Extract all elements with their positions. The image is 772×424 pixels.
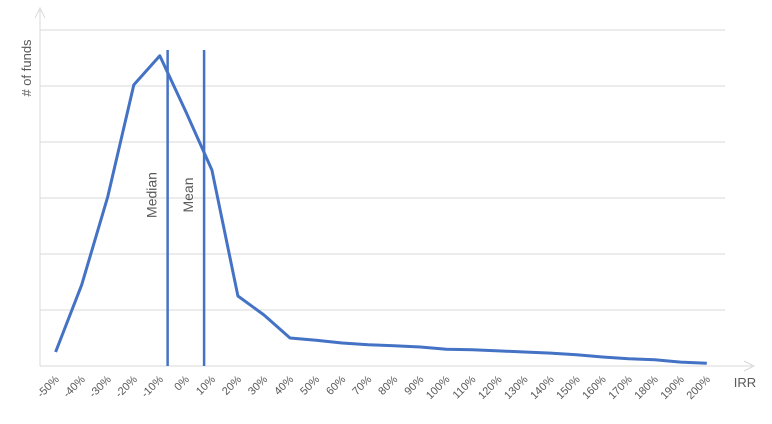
x-tick-label: 120% bbox=[476, 373, 505, 402]
x-tick-label: -20% bbox=[113, 373, 140, 400]
x-tick-label: 150% bbox=[554, 373, 583, 402]
x-tick-label: 90% bbox=[402, 373, 426, 397]
x-tick-label: 160% bbox=[580, 373, 609, 402]
y-axis-title: # of funds bbox=[19, 39, 34, 97]
x-tick-label: 10% bbox=[194, 373, 218, 397]
x-tick-label: 60% bbox=[324, 373, 348, 397]
x-tick-label: -10% bbox=[139, 373, 166, 400]
x-tick-label: 50% bbox=[298, 373, 322, 397]
x-tick-label: 190% bbox=[658, 373, 687, 402]
x-tick-label: 130% bbox=[502, 373, 531, 402]
x-tick-label: 100% bbox=[424, 373, 453, 402]
x-tick-label: 170% bbox=[606, 373, 635, 402]
annotation-label: Mean bbox=[180, 177, 196, 212]
x-tick-label: 30% bbox=[246, 373, 270, 397]
y-axis-arrow bbox=[34, 6, 46, 19]
x-tick-label: -30% bbox=[87, 373, 114, 400]
x-tick-label: 200% bbox=[685, 373, 714, 402]
x-tick-label: 0% bbox=[172, 373, 192, 393]
x-axis-title: IRR bbox=[734, 375, 756, 390]
x-tick-label: 40% bbox=[272, 373, 296, 397]
x-tick-label: 80% bbox=[376, 373, 400, 397]
x-tick-label: 70% bbox=[350, 373, 374, 397]
data-line bbox=[54, 54, 707, 365]
x-tick-label: 180% bbox=[632, 373, 661, 402]
x-tick-label: -40% bbox=[61, 373, 88, 400]
x-tick-label: 110% bbox=[451, 373, 479, 401]
x-tick-label: 140% bbox=[528, 373, 557, 402]
x-tick-label: -50% bbox=[35, 373, 62, 400]
annotation-label: Median bbox=[144, 172, 160, 218]
x-tick-label: 20% bbox=[220, 373, 244, 397]
x-axis-arrow bbox=[743, 360, 756, 372]
